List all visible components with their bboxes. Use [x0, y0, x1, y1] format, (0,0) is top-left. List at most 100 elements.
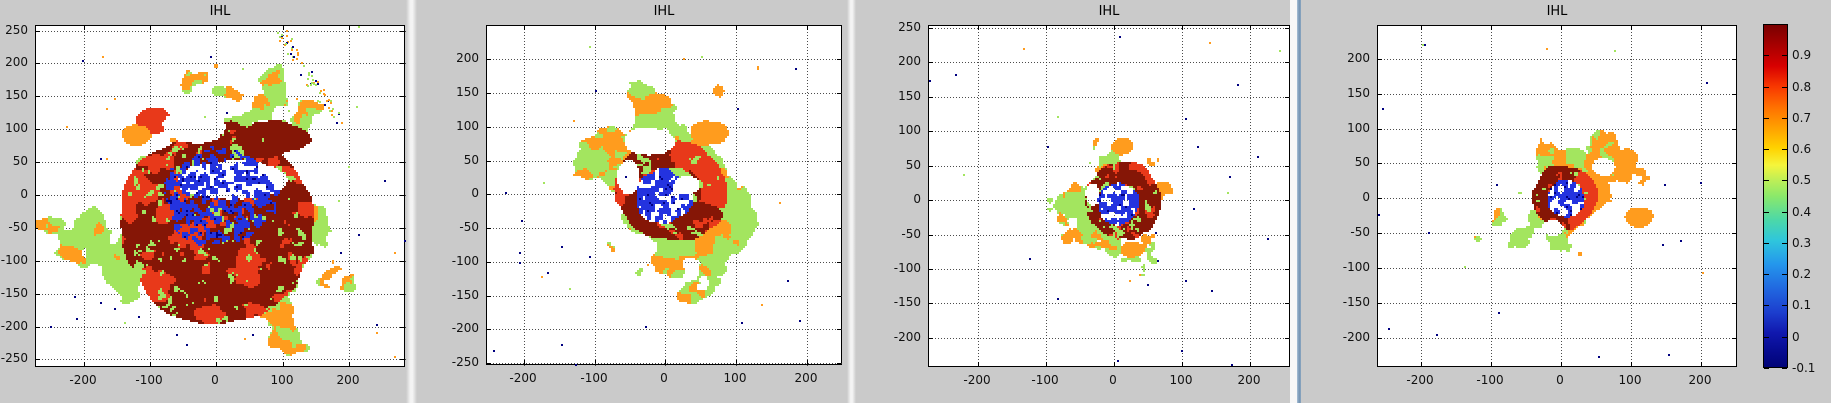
x-tick-label: 0 [1556, 373, 1564, 387]
colorbar-tick-label: 0.1 [1792, 298, 1812, 312]
y-tick-label: -200 [451, 321, 479, 335]
plot-area [1377, 25, 1738, 368]
radar-classification-canvas [36, 26, 406, 368]
colorbar-tick [1782, 368, 1787, 369]
colorbar-tick-label: 0.7 [1792, 111, 1812, 125]
colorbar-tick [1764, 55, 1769, 56]
y-tick-label: -50 [1350, 225, 1370, 239]
colorbar-tick [1764, 368, 1769, 369]
plot-title: IHL [653, 4, 675, 19]
x-tick-label: 200 [336, 373, 360, 387]
y-tick-label: 150 [5, 88, 28, 102]
x-tick-label: 0 [660, 371, 668, 385]
panel-separator-light [406, 0, 417, 403]
plot-area [928, 25, 1291, 368]
y-tick-label: -150 [451, 288, 479, 302]
y-tick-label: 200 [1347, 51, 1370, 65]
colorbar-tick [1782, 118, 1787, 119]
y-tick-label: 100 [898, 123, 921, 137]
colorbar-tick-label: -0.1 [1792, 361, 1816, 375]
colorbar-tick [1782, 149, 1787, 150]
colorbar-tick-label: 0.4 [1792, 205, 1812, 219]
colorbar-tick-label: 0.5 [1792, 173, 1812, 187]
x-tick-label: 200 [1688, 373, 1712, 387]
colorbar-tick [1782, 243, 1787, 244]
colorbar-tick-label: 0.2 [1792, 267, 1812, 281]
radar-classification-canvas [487, 26, 843, 366]
colorbar-tick-label: 0.3 [1792, 236, 1812, 250]
y-tick-label: -100 [0, 253, 28, 267]
x-tick-label: -200 [509, 371, 537, 385]
colorbar-tick [1764, 274, 1769, 275]
colorbar-tick [1764, 337, 1769, 338]
y-tick-label: 200 [5, 55, 28, 69]
colorbar-tick [1764, 243, 1769, 244]
colorbar-tick [1782, 87, 1787, 88]
x-tick-label: 200 [1237, 373, 1261, 387]
y-tick-label: 0 [913, 192, 921, 206]
y-tick-label: -50 [8, 220, 28, 234]
colorbar-tick-label: 0.9 [1792, 48, 1812, 62]
colorbar-gradient [1764, 25, 1787, 367]
x-tick-label: 200 [794, 371, 818, 385]
x-tick-label: -200 [963, 373, 991, 387]
plot-title: IHL [1098, 4, 1120, 19]
y-tick-label: -100 [451, 254, 479, 268]
colorbar-tick [1782, 305, 1787, 306]
x-tick-label: 100 [270, 373, 294, 387]
x-tick-label: 0 [1109, 373, 1117, 387]
x-tick-label: -100 [580, 371, 608, 385]
panel-separator-light [847, 0, 856, 403]
y-tick-label: -200 [893, 330, 921, 344]
y-tick-label: -100 [893, 261, 921, 275]
x-tick-label: -200 [69, 373, 97, 387]
y-tick-label: 100 [1347, 121, 1370, 135]
x-tick-label: -100 [1476, 373, 1504, 387]
y-tick-label: -200 [0, 319, 28, 333]
colorbar-tick [1782, 212, 1787, 213]
x-tick-label: -100 [1031, 373, 1059, 387]
colorbar-tick [1782, 55, 1787, 56]
plot-title: IHL [209, 4, 231, 19]
colorbar-tick [1782, 180, 1787, 181]
y-tick-label: 50 [12, 154, 28, 168]
colorbar-tick [1782, 337, 1787, 338]
x-tick-label: 100 [1169, 373, 1193, 387]
y-tick-label: -250 [451, 355, 479, 369]
colorbar-tick [1764, 212, 1769, 213]
radar-classification-canvas [929, 26, 1291, 368]
x-tick-label: -100 [135, 373, 163, 387]
plot-area [35, 25, 406, 368]
y-tick-label: 200 [456, 51, 479, 65]
y-tick-label: 100 [456, 119, 479, 133]
colorbar [1763, 24, 1788, 368]
y-tick-label: 50 [463, 153, 479, 167]
panel-separator-white [1290, 0, 1297, 403]
plot-title: IHL [1546, 4, 1568, 19]
y-tick-label: 100 [5, 121, 28, 135]
x-tick-label: 100 [723, 371, 747, 385]
y-tick-label: 250 [898, 20, 921, 34]
y-tick-label: -100 [1342, 260, 1370, 274]
y-tick-label: -150 [1342, 295, 1370, 309]
colorbar-tick [1764, 305, 1769, 306]
y-tick-label: -150 [0, 286, 28, 300]
y-tick-label: 250 [5, 23, 28, 37]
colorbar-tick [1764, 149, 1769, 150]
y-tick-label: 0 [20, 187, 28, 201]
plot-area [486, 25, 843, 366]
colorbar-tick [1764, 180, 1769, 181]
y-tick-label: 200 [898, 54, 921, 68]
y-tick-label: 150 [898, 89, 921, 103]
y-tick-label: 0 [1362, 190, 1370, 204]
colorbar-tick [1764, 87, 1769, 88]
y-tick-label: 50 [905, 158, 921, 172]
x-tick-label: 0 [211, 373, 219, 387]
y-tick-label: -200 [1342, 330, 1370, 344]
y-tick-label: -250 [0, 351, 28, 365]
colorbar-tick-label: 0.8 [1792, 80, 1812, 94]
y-tick-label: 0 [471, 186, 479, 200]
y-tick-label: -150 [893, 295, 921, 309]
y-tick-label: -50 [901, 227, 921, 241]
colorbar-tick [1764, 118, 1769, 119]
